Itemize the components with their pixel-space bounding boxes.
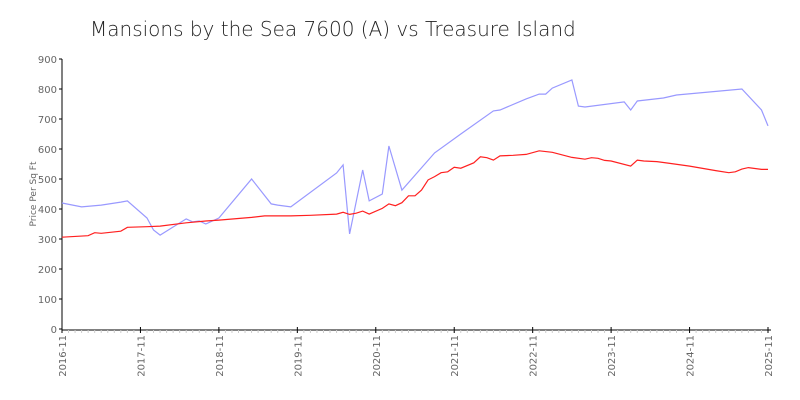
y-tick-label: 400 xyxy=(38,205,57,216)
x-tick-label: 2022-11 xyxy=(529,335,540,377)
y-tick-label: 0 xyxy=(51,325,57,336)
y-tick-label: 500 xyxy=(38,175,57,186)
series-line-2 xyxy=(61,150,768,238)
y-tick-label: 100 xyxy=(38,295,57,306)
y-tick-label: 900 xyxy=(38,55,57,66)
x-tick-label: 2021-11 xyxy=(450,335,461,377)
series-line-1 xyxy=(61,79,769,236)
y-tick-label: 200 xyxy=(38,265,57,276)
x-tick-label: 2023-11 xyxy=(607,335,618,377)
x-tick-label: 2019-11 xyxy=(293,335,304,377)
y-axis-label: Price Per Sq Ft xyxy=(29,161,39,226)
x-tick-label: 2017-11 xyxy=(136,335,147,377)
x-tick-label: 2025-11 xyxy=(764,335,775,377)
x-tick-label: 2016-11 xyxy=(58,335,69,377)
series-lines xyxy=(61,79,769,238)
axes: 0 100 200 300 400 500 600 700 800 900 2016-11 2017-… xyxy=(38,55,775,377)
x-tick-label: 2020-11 xyxy=(372,335,383,377)
y-tick-label: 700 xyxy=(38,115,57,126)
x-tick-label: 2018-11 xyxy=(215,335,226,377)
y-tick-label: 800 xyxy=(38,85,57,96)
x-tick-label: 2024-11 xyxy=(686,335,697,377)
y-tick-label: 300 xyxy=(38,235,57,246)
y-tick-label: 600 xyxy=(38,145,57,156)
chart-title: Mansions by the Sea 7600 (A) vs Treasure… xyxy=(90,17,576,41)
